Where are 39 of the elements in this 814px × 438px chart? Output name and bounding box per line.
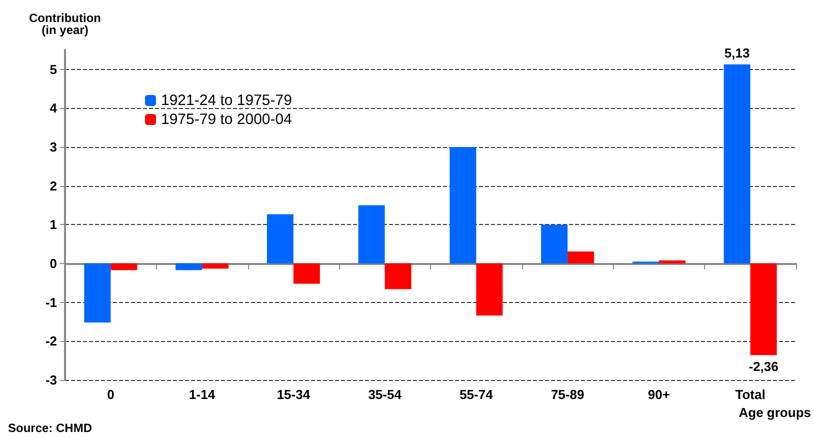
bar <box>293 264 320 284</box>
x-axis-title: Age groups <box>738 405 811 420</box>
y-tick-label: 0 <box>50 256 57 272</box>
bar <box>176 264 202 270</box>
x-tick-label: 1-14 <box>189 387 216 402</box>
y-tick-label: 4 <box>50 100 58 116</box>
x-tick-label: Total <box>735 387 766 402</box>
bar <box>568 251 594 264</box>
y-tick-label: 2 <box>50 178 57 194</box>
bar <box>84 264 111 323</box>
y-axis-title: Contribution (in year) <box>29 11 101 37</box>
x-tick-label: 75-89 <box>550 387 584 402</box>
legend-label: 1921-24 to 1975-79 <box>161 92 292 109</box>
y-tick-label: 5 <box>50 62 57 77</box>
bar <box>358 205 385 264</box>
bar <box>541 224 568 264</box>
bar <box>266 214 294 264</box>
bar <box>384 264 412 290</box>
legend-label: 1975-79 to 2000-04 <box>161 111 292 128</box>
x-tick-label: 0 <box>107 387 114 402</box>
x-tick-label: 90+ <box>648 387 670 402</box>
bar <box>202 264 229 269</box>
data-label: 5,13 <box>724 45 750 60</box>
bar <box>724 64 750 264</box>
y-tick-label: -3 <box>45 372 57 388</box>
data-label: -2,36 <box>748 359 778 374</box>
bar <box>658 260 686 264</box>
x-tick-label: 15-34 <box>276 387 311 402</box>
y-tick-label: 3 <box>50 140 57 155</box>
y-tick-label: -2 <box>45 334 57 349</box>
x-tick-label: 55-74 <box>460 387 494 402</box>
bar <box>476 264 503 316</box>
y-tick-label: 1 <box>50 217 57 232</box>
bar <box>450 147 476 264</box>
x-tick-label: 35-54 <box>368 387 402 402</box>
bar <box>750 264 777 356</box>
bar <box>110 264 138 270</box>
source-note: Source: CHMD <box>8 421 92 435</box>
y-tick-label: -1 <box>45 294 57 310</box>
